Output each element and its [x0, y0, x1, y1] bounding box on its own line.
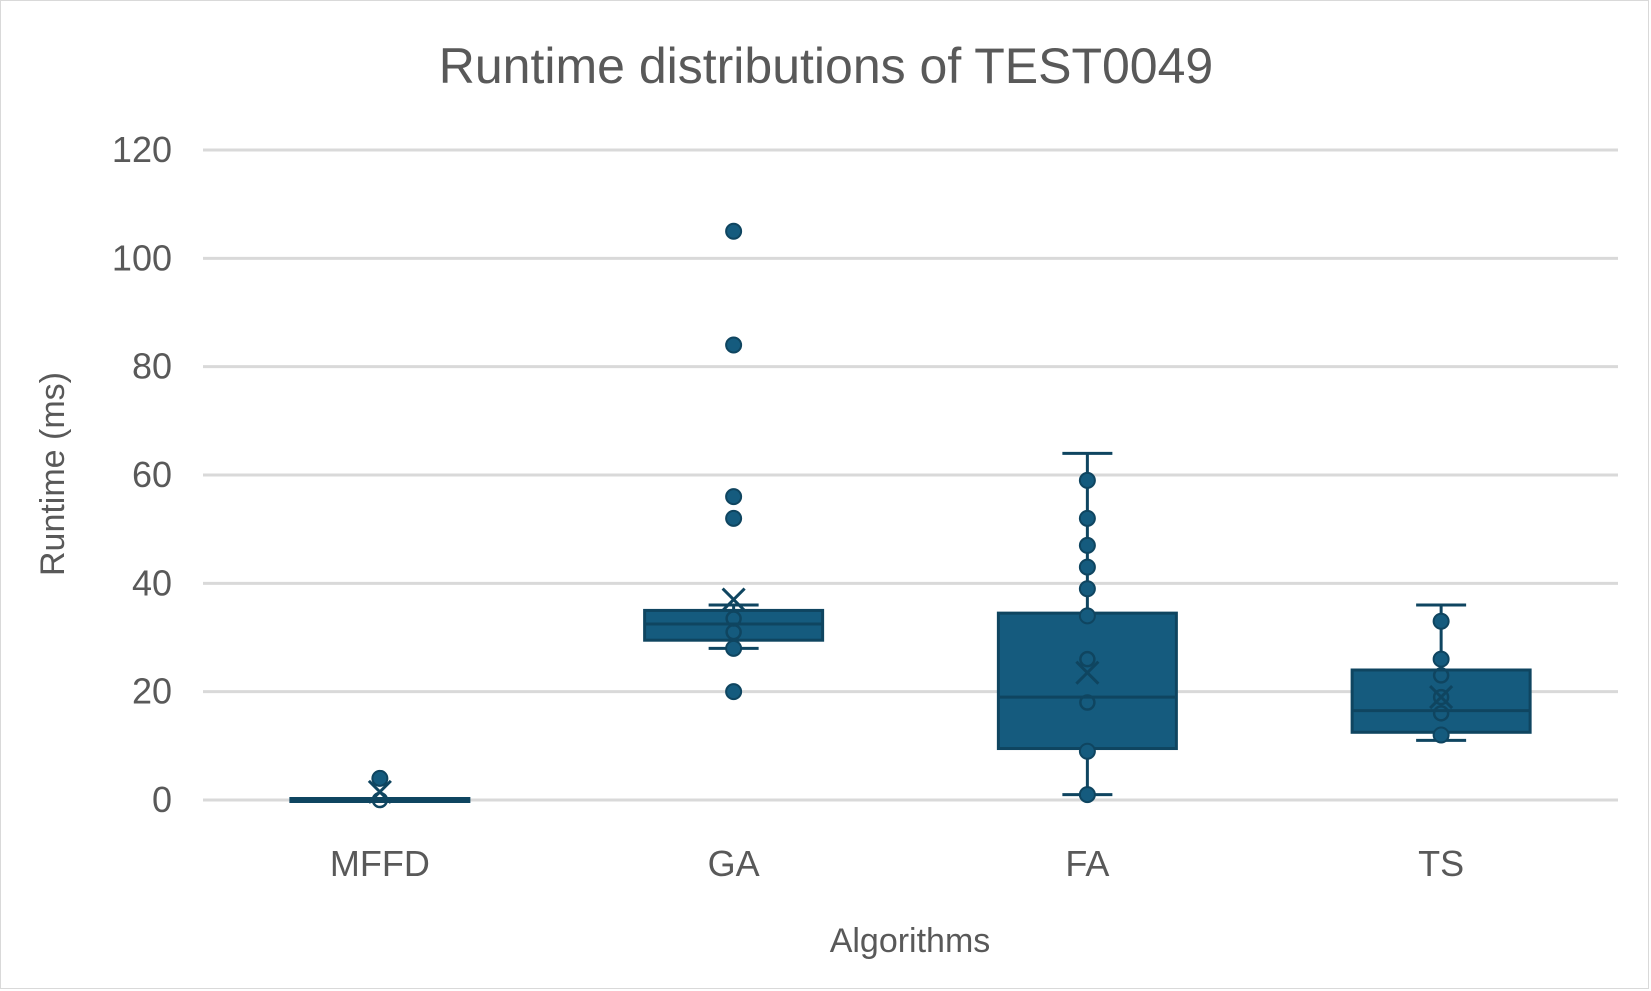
outlier-point	[1078, 580, 1096, 598]
mean-marker	[1075, 660, 1100, 685]
outlier-point	[1078, 509, 1096, 527]
outlier-point	[725, 336, 743, 354]
outlier-point	[725, 509, 743, 527]
y-tick-label: 100	[112, 237, 172, 278]
box-group-ts	[1350, 603, 1532, 744]
x-tick-label: MFFD	[330, 843, 430, 884]
box-iqr	[1350, 668, 1532, 734]
outlier-point	[1432, 612, 1450, 630]
outlier-point	[1078, 607, 1096, 625]
chart-title: Runtime distributions of TEST0049	[439, 38, 1213, 94]
inner-point	[725, 610, 742, 627]
outlier-point	[371, 769, 389, 787]
y-tick-label: 60	[132, 454, 172, 495]
x-tick-labels: MFFD GA FA TS	[330, 843, 1464, 884]
y-tick-label: 0	[152, 779, 172, 820]
outlier-point	[725, 683, 743, 701]
outlier-point	[1432, 726, 1450, 744]
box-series	[289, 222, 1532, 809]
outlier-point	[725, 488, 743, 506]
y-axis-title: Runtime (ms)	[34, 372, 72, 576]
box-group-mffd	[289, 769, 471, 809]
inner-point	[1079, 694, 1096, 711]
mean-marker	[721, 587, 746, 612]
outlier-point	[1078, 558, 1096, 576]
x-tick-label: TS	[1418, 843, 1464, 884]
inner-point	[1079, 650, 1096, 668]
box-group-ga	[643, 222, 825, 701]
y-tick-label: 40	[132, 562, 172, 603]
outlier-point	[1078, 786, 1096, 804]
inner-point	[1432, 688, 1450, 706]
outlier-point	[725, 222, 743, 240]
box-iqr	[996, 611, 1178, 751]
outlier-point	[1078, 742, 1096, 760]
x-tick-label: GA	[708, 843, 760, 884]
mean-marker	[367, 779, 392, 804]
outlier-point	[1432, 650, 1450, 668]
y-tick-label: 120	[112, 129, 172, 170]
outlier-point	[1078, 536, 1096, 554]
x-axis-title: Algorithms	[830, 922, 991, 960]
inner-point	[1432, 667, 1450, 684]
x-tick-label: FA	[1065, 843, 1109, 884]
outlier-point	[725, 639, 743, 657]
box-group-fa	[996, 451, 1178, 804]
outlier-point	[1078, 471, 1096, 489]
y-tick-labels: 0 20 40 60 80 100 120	[112, 129, 172, 820]
inner-point	[1432, 705, 1450, 722]
gridlines	[203, 148, 1618, 802]
y-tick-label: 20	[132, 671, 172, 712]
mean-marker	[1429, 685, 1454, 710]
y-tick-label: 80	[132, 346, 172, 387]
